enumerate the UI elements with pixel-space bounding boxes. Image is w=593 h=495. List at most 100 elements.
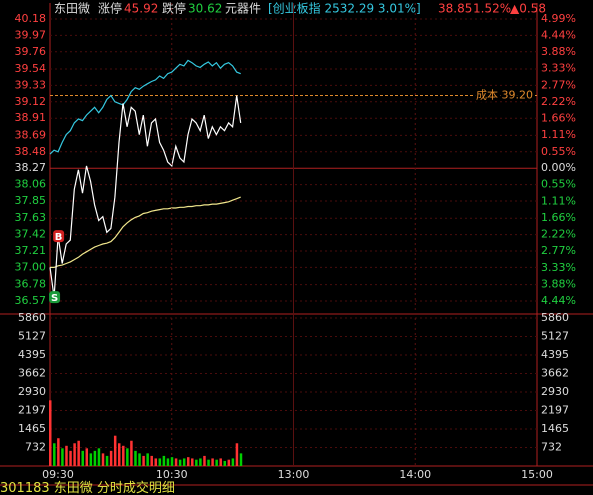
volume-bar: [49, 400, 52, 466]
volume-bar: [219, 458, 222, 466]
y-tick-label: 5127: [18, 330, 46, 343]
volume-bar: [81, 450, 84, 466]
y-tick-label: 38.27: [15, 161, 47, 174]
volume-bar: [199, 458, 202, 466]
y2-tick-label: 2197: [541, 404, 569, 417]
x-tick-label: 15:00: [521, 468, 553, 481]
price: 38.85: [438, 2, 472, 16]
change-pct: 1.52%: [473, 2, 511, 16]
volume-bar: [122, 445, 125, 466]
y-tick-label: 37.63: [15, 211, 47, 224]
index-info: [创业板指 2532.29 3.01%]: [268, 1, 421, 16]
volume-bar: [73, 443, 76, 466]
y-tick-label: 37.21: [15, 244, 47, 257]
volume-bar: [174, 458, 178, 466]
volume-bar: [186, 457, 190, 466]
volume-bar: [207, 459, 210, 466]
header: 东田微 涨停 45.92 跌停 30.62 元器件 [创业板指 2532.29 …: [54, 1, 546, 16]
cost-label: 成本 39.20: [476, 88, 533, 102]
y2-tick-label: 5860: [541, 311, 569, 324]
volume-bar: [109, 450, 113, 466]
volume-bar: [134, 450, 137, 466]
volume-bar: [89, 453, 93, 466]
y2-tick-label: 3662: [541, 367, 569, 380]
y-tick-label: 39.54: [15, 62, 47, 75]
volume-bar: [211, 458, 214, 466]
y-tick-label: 39.97: [15, 28, 47, 41]
y-tick-label: 732: [25, 441, 46, 454]
y-tick-label: 1465: [18, 422, 46, 435]
y-tick-label: 36.57: [15, 294, 47, 307]
volume-bar: [130, 440, 133, 466]
volume-bar: [113, 435, 117, 466]
volume-bar: [150, 455, 153, 466]
y2-tick-label: 1.11%: [541, 128, 576, 141]
y2-tick-label: 2930: [541, 385, 569, 398]
y2-tick-label: 1.66%: [541, 112, 576, 125]
y2-tick-label: 1.11%: [541, 194, 576, 207]
x-tick-label: 14:00: [399, 468, 431, 481]
y2-tick-label: 1.66%: [541, 211, 576, 224]
y-tick-label: 37.85: [15, 194, 47, 207]
volume-bar: [85, 448, 89, 466]
volume-bar: [162, 455, 166, 466]
volume-bar: [223, 460, 227, 466]
y2-tick-label: 4.99%: [541, 12, 576, 25]
volume-bar: [117, 443, 121, 466]
volume-bar: [126, 448, 129, 466]
volume-bar: [146, 453, 149, 466]
y-tick-label: 39.33: [15, 78, 47, 91]
x-tick-label: 13:00: [278, 468, 310, 481]
volume-bar: [235, 443, 239, 466]
volume-bar: [178, 459, 182, 466]
y2-tick-label: 2.77%: [541, 244, 576, 257]
volume-bar: [195, 459, 198, 466]
y2-tick-label: 2.77%: [541, 78, 576, 91]
trade-marker: [53, 230, 65, 243]
volume-bar: [93, 450, 97, 466]
y-tick-label: 40.18: [15, 12, 47, 25]
y2-tick-label: 3.88%: [541, 45, 576, 58]
volume-bar: [215, 459, 218, 466]
trade-marker-label: B: [55, 232, 63, 243]
y-tick-label: 2930: [18, 385, 46, 398]
limit-down-label: 跌停: [162, 1, 186, 16]
change: ▲0.58: [510, 2, 546, 16]
volume-bar: [138, 453, 141, 466]
volume-bar: [166, 458, 170, 466]
x-tick-label: 09:30: [42, 468, 74, 481]
limit-up: 45.92: [124, 2, 158, 16]
y-tick-label: 5860: [18, 311, 46, 324]
y2-tick-label: 3.33%: [541, 261, 576, 274]
limit-down: 30.62: [188, 2, 222, 16]
footer-title: 301183 东田微 分时成交明细: [0, 480, 175, 495]
price-line: [50, 196, 241, 268]
x-tick-label: 10:30: [156, 468, 188, 481]
trade-marker-label: S: [51, 293, 58, 304]
y-tick-label: 37.00: [15, 260, 47, 273]
price-line: [49, 95, 242, 298]
y-tick-label: 4395: [18, 348, 46, 361]
y-tick-label: 38.06: [15, 178, 47, 191]
volume-bar: [97, 448, 101, 466]
trade-marker: [49, 291, 61, 304]
y-tick-label: 38.69: [15, 128, 47, 141]
y2-tick-label: 4.44%: [541, 294, 576, 307]
volume-bar: [154, 458, 158, 466]
y2-tick-label: 2.22%: [541, 228, 576, 241]
y2-tick-label: 4.44%: [541, 28, 576, 41]
y2-tick-label: 0.00%: [541, 161, 576, 174]
volume-bar: [227, 459, 231, 466]
volume-bar: [158, 458, 162, 466]
y2-tick-label: 732: [541, 441, 562, 454]
volume-bar: [142, 455, 145, 466]
y-tick-label: 39.12: [15, 95, 47, 108]
volume-bar: [231, 458, 235, 466]
y2-tick-label: 3.88%: [541, 277, 576, 290]
volume-bar: [57, 438, 60, 466]
y-tick-label: 37.42: [15, 228, 47, 241]
volume-bar: [239, 453, 243, 466]
volume-bar: [61, 448, 64, 466]
volume-bar: [191, 458, 194, 466]
